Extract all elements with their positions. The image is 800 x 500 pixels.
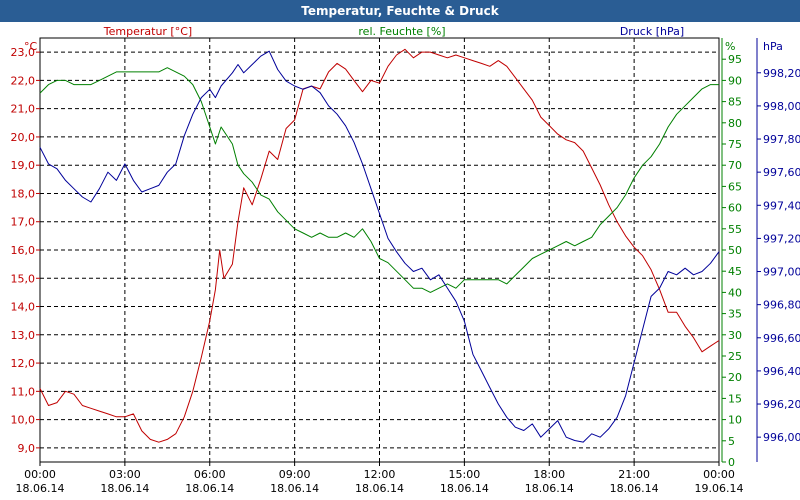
x-tick-time: 09:00 xyxy=(279,468,311,481)
temp-tick-label: 19,0 xyxy=(11,159,36,172)
x-tick-time: 06:00 xyxy=(194,468,226,481)
humidity-tick-label: 90 xyxy=(728,74,742,87)
pressure-unit-label: hPa xyxy=(763,40,783,53)
temp-tick-label: 20,0 xyxy=(11,131,36,144)
pressure-tick-label: 997,40 xyxy=(763,199,800,212)
humidity-tick-label: 60 xyxy=(728,202,742,215)
x-tick-date: 18.06.14 xyxy=(440,482,489,495)
x-tick-date: 18.06.14 xyxy=(610,482,659,495)
x-tick-date: 18.06.14 xyxy=(100,482,149,495)
pressure-tick-label: 996,20 xyxy=(763,398,800,411)
humidity-tick-label: 65 xyxy=(728,180,742,193)
temp-tick-label: 9,0 xyxy=(18,442,36,455)
pressure-tick-label: 997,80 xyxy=(763,133,800,146)
temp-tick-label: 10,0 xyxy=(11,414,36,427)
humidity-tick-label: 40 xyxy=(728,286,742,299)
temp-tick-label: 18,0 xyxy=(11,187,36,200)
humidity-tick-label: 20 xyxy=(728,371,742,384)
x-tick-date: 18.06.14 xyxy=(525,482,574,495)
pressure-tick-label: 996,40 xyxy=(763,365,800,378)
humidity-tick-label: 50 xyxy=(728,244,742,257)
pressure-tick-label: 996,80 xyxy=(763,299,800,312)
x-tick-date: 18.06.14 xyxy=(355,482,404,495)
x-tick-time: 18:00 xyxy=(533,468,565,481)
humidity-tick-label: 25 xyxy=(728,350,742,363)
humidity-tick-label: 75 xyxy=(728,138,742,151)
humidity-tick-label: 80 xyxy=(728,117,742,130)
humidity-tick-label: 0 xyxy=(728,456,735,469)
pressure-tick-label: 996,00 xyxy=(763,431,800,444)
humidity-line xyxy=(39,67,719,293)
temp-tick-label: 17,0 xyxy=(11,216,36,229)
x-tick-date: 18.06.14 xyxy=(270,482,319,495)
humidity-tick-label: 30 xyxy=(728,329,742,342)
temp-tick-label: 14,0 xyxy=(11,301,36,314)
humidity-tick-label: 85 xyxy=(728,96,742,109)
humidity-tick-label: 70 xyxy=(728,159,742,172)
humidity-unit-label: % xyxy=(725,40,735,53)
temp-tick-label: 16,0 xyxy=(11,244,36,257)
x-tick-time: 15:00 xyxy=(449,468,481,481)
temp-tick-label: 13,0 xyxy=(11,329,36,342)
temp-tick-label: 12,0 xyxy=(11,357,36,370)
chart-title: Temperatur, Feuchte & Druck xyxy=(0,0,800,22)
temp-tick-label: 11,0 xyxy=(11,385,36,398)
humidity-tick-label: 15 xyxy=(728,392,742,405)
pressure-tick-label: 998,00 xyxy=(763,100,800,113)
legend-pressure: Druck [hPa] xyxy=(620,25,684,38)
pressure-tick-label: 996,60 xyxy=(763,332,800,345)
humidity-tick-label: 35 xyxy=(728,308,742,321)
temp-tick-label: 21,0 xyxy=(11,103,36,116)
humidity-tick-label: 95 xyxy=(728,53,742,66)
temp-tick-label: 22,0 xyxy=(11,74,36,87)
temperature-line xyxy=(39,48,720,443)
humidity-tick-label: 55 xyxy=(728,223,742,236)
pressure-tick-label: 997,60 xyxy=(763,166,800,179)
x-tick-date: 19.06.14 xyxy=(695,482,744,495)
legend-humidity: rel. Feuchte [%] xyxy=(358,25,445,38)
humidity-tick-label: 5 xyxy=(728,435,735,448)
temp-tick-label: 23,0 xyxy=(11,46,36,59)
humidity-tick-label: 10 xyxy=(728,414,742,427)
chart-canvas: 00:0018.06.1403:0018.06.1406:0018.06.140… xyxy=(11,25,800,495)
x-tick-time: 21:00 xyxy=(618,468,650,481)
x-tick-time: 00:00 xyxy=(24,468,56,481)
legend-temperature: Temperatur [°C] xyxy=(103,25,192,38)
humidity-tick-label: 45 xyxy=(728,265,742,278)
x-tick-time: 03:00 xyxy=(109,468,141,481)
x-tick-time: 00:00 xyxy=(703,468,735,481)
x-tick-date: 18.06.14 xyxy=(16,482,65,495)
temp-unit-label: °C xyxy=(24,40,38,53)
pressure-tick-label: 998,20 xyxy=(763,67,800,80)
temp-tick-label: 15,0 xyxy=(11,272,36,285)
pressure-tick-label: 997,00 xyxy=(763,266,800,279)
pressure-line xyxy=(39,50,720,443)
x-tick-time: 12:00 xyxy=(364,468,396,481)
x-tick-date: 18.06.14 xyxy=(185,482,234,495)
pressure-tick-label: 997,20 xyxy=(763,232,800,245)
